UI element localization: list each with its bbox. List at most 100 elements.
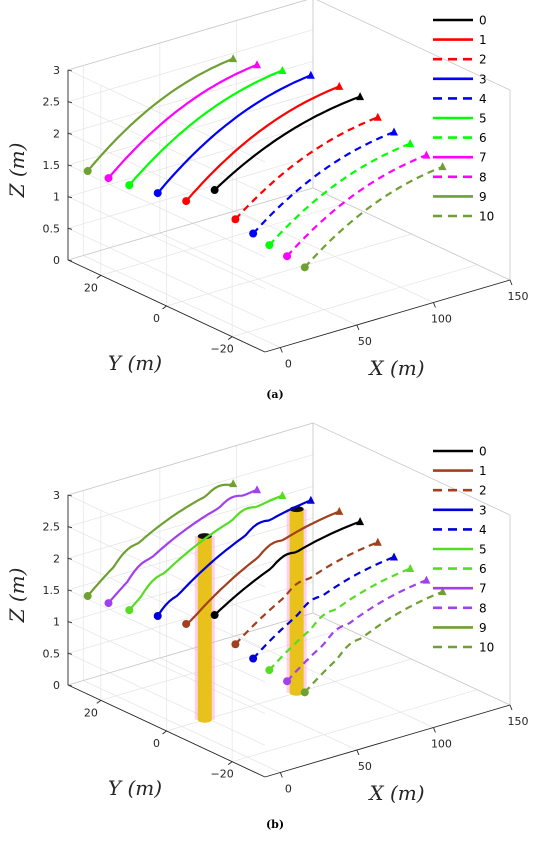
panel-caption: (b) [266,818,284,831]
trajectory-1 [185,85,340,202]
z-tick-label: 3 [53,489,60,502]
z-tick-label: 1.5 [43,159,61,172]
legend-label-5: 5 [479,543,487,557]
end-marker-2 [373,112,382,121]
start-marker-9 [83,592,92,601]
start-marker-3 [153,189,162,198]
trajectory-6 [268,567,411,671]
x-axis-line [264,704,511,778]
start-marker-8 [283,252,292,261]
trajectory-10 [303,165,444,269]
y-axis-label: Y (m) [108,776,162,800]
start-marker-5 [125,181,134,190]
y-tick-label: 0 [153,737,160,750]
x-tick-label: 50 [358,760,372,773]
legend-label-8: 8 [479,601,487,615]
legend-label-9: 9 [479,190,487,204]
end-marker-1 [335,81,344,90]
trajectory-3 [156,74,312,194]
start-marker-4 [249,654,258,663]
axes-box [67,0,513,353]
z-tick-label: 1 [53,191,60,204]
legend-label-10: 10 [479,641,494,655]
trajectory-4 [252,130,395,235]
start-marker-10 [300,263,309,272]
z-tick-label: 2.5 [43,96,61,109]
legend-label-8: 8 [479,170,487,184]
z-tick-label: 2 [53,552,60,565]
end-marker-3 [306,70,315,79]
end-marker-10 [438,587,447,596]
z-tick-label: 2.5 [43,521,61,534]
obstacle-base [197,716,212,723]
x-tick-label: 150 [508,290,529,303]
trajectory-2 [234,116,379,221]
x-axis-label: X (m) [367,356,424,380]
start-marker-2 [231,215,240,224]
obstacle-base [289,689,304,696]
trajectory-3 [156,499,312,617]
start-marker-0 [210,611,219,620]
y-tick-label: 20 [84,281,98,294]
z-axis-label: Z (m) [5,568,29,624]
trajectory-6 [268,142,411,246]
x-axis-label: X (m) [367,781,424,805]
legend-label-4: 4 [479,92,487,106]
trajectories [83,54,447,272]
start-marker-7 [104,599,113,608]
trajectory-10 [303,590,444,694]
end-marker-9 [229,479,238,488]
y-tick-label: 0 [153,312,160,325]
y-tick-label: −20 [211,343,234,356]
trajectory-2 [234,541,379,646]
trajectory-1 [185,510,340,625]
z-axis-label: Z (m) [5,143,29,199]
trajectory-7 [107,488,258,604]
legend-label-6: 6 [479,562,487,576]
y-tick-label: −20 [211,768,234,781]
legend-label-6: 6 [479,131,487,145]
legend-label-3: 3 [479,72,487,86]
start-marker-1 [182,619,191,628]
x-tick-label: 150 [508,715,529,728]
legend-label-1: 1 [479,464,487,478]
legend-label-2: 2 [479,53,487,67]
legend-label-4: 4 [479,523,487,537]
start-marker-4 [249,229,258,238]
start-marker-10 [300,688,309,697]
z-tick-label: 1 [53,616,60,629]
end-marker-2 [373,537,382,546]
legend-label-2: 2 [479,484,487,498]
end-marker-1 [335,506,344,515]
z-tick-label: 0 [53,679,60,692]
legend-label-7: 7 [479,151,487,165]
start-marker-6 [265,241,274,250]
start-marker-8 [283,677,292,686]
end-marker-6 [406,564,415,573]
legend-label-5: 5 [479,112,487,126]
trajectory-4 [252,555,395,660]
x-axis-line [264,279,511,353]
legend: 0 1 2 3 4 5 6 7 8 9 10 [433,14,494,224]
trajectory-8 [286,579,427,682]
trajectories [83,479,447,697]
axes-box [67,422,513,778]
trajectory-5 [128,494,283,611]
trajectory-7 [107,63,258,179]
end-marker-8 [422,575,431,584]
z-tick-label: 3 [53,64,60,77]
legend-label-0: 0 [479,14,487,28]
obstacle-column [197,536,212,720]
legend: 0 1 2 3 4 5 6 7 8 9 10 [433,445,494,655]
z-tick-label: 1.5 [43,584,61,597]
start-marker-1 [182,197,191,206]
legend-label-0: 0 [479,445,487,459]
end-marker-0 [356,92,365,101]
trajectory-8 [286,154,427,257]
trajectory-0 [213,95,361,191]
x-tick-label: 100 [431,313,452,326]
end-marker-3 [306,495,315,504]
